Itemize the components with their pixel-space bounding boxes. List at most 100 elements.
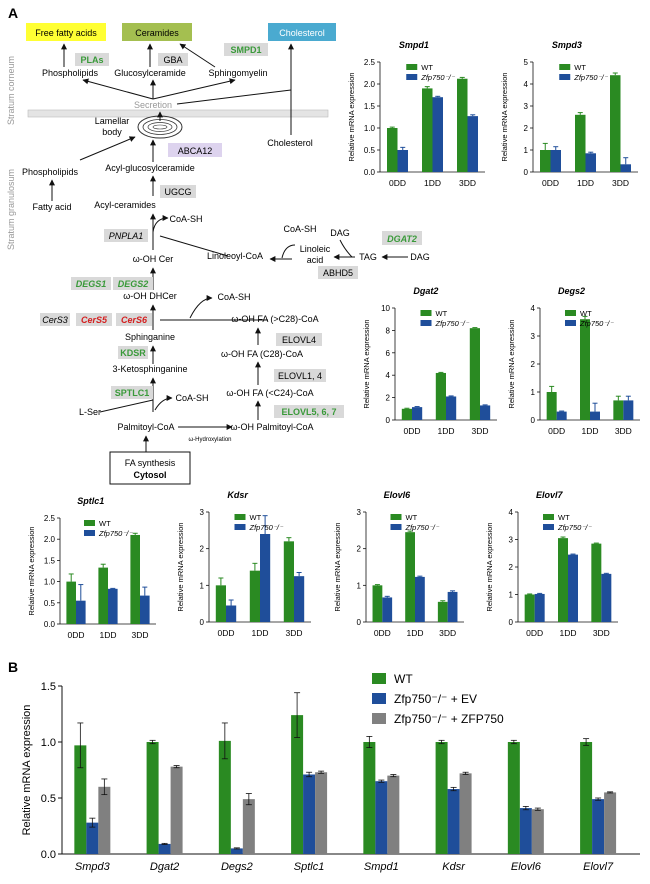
elovl567-box xyxy=(274,405,344,418)
y-tick-label: 0 xyxy=(200,618,205,627)
y-tick-label: 10 xyxy=(381,304,390,313)
x-tick-label: 1DD xyxy=(99,630,116,640)
bar xyxy=(401,408,412,420)
elovl14-box xyxy=(274,369,326,382)
smpd1-label: SMPD1 xyxy=(230,45,261,55)
bar xyxy=(613,400,624,420)
stratum-granulosum-label: Stratum granulosum xyxy=(6,169,16,250)
pnpla1-label: PNPLA1 xyxy=(109,231,144,241)
cers6-label: CerS6 xyxy=(121,315,148,325)
bar xyxy=(363,742,376,854)
y-tick-label: 0 xyxy=(531,416,536,425)
x-tick-label: 3DD xyxy=(471,426,488,436)
x-tick-label: Smpd3 xyxy=(75,861,111,873)
legend-label: WT xyxy=(436,309,448,318)
bar xyxy=(170,766,183,854)
sphinganine-label: Sphinganine xyxy=(125,332,175,342)
ketosphinganine-label: 3-Ketosphinganine xyxy=(112,364,187,374)
bar xyxy=(387,128,398,172)
x-tick-label: 3DD xyxy=(285,628,302,638)
legend-swatch xyxy=(565,310,576,316)
elovl4-label: ELOVL4 xyxy=(282,335,316,345)
legend-label: Zfp750⁻/⁻ xyxy=(579,319,614,328)
cholesterol-box xyxy=(268,23,336,41)
sptlc1-box xyxy=(111,386,153,399)
kdsr-label: KDSR xyxy=(120,348,146,358)
bar xyxy=(66,581,76,624)
bar xyxy=(140,595,150,624)
body-label: body xyxy=(102,127,122,137)
x-tick-label: 0DD xyxy=(374,628,391,638)
bar xyxy=(531,809,544,854)
legend-label: Zfp750⁻/⁻ xyxy=(98,529,133,538)
dag-2-label: DAG xyxy=(410,252,430,262)
x-tick-label: 3DD xyxy=(459,178,476,188)
coash-4-label: CoA-SH xyxy=(175,393,208,403)
abhd5-label: ABHD5 xyxy=(323,268,353,278)
elovl14-label: ELOVL1, 4 xyxy=(278,371,322,381)
chart-title: Elovl6 xyxy=(384,490,412,500)
legend-label: WT xyxy=(574,63,586,72)
bar xyxy=(218,740,231,854)
bar xyxy=(415,576,425,622)
bar xyxy=(524,594,535,622)
bar xyxy=(575,114,586,172)
chart-panel-b: Relative mRNA expression 0.0 0.5 1.0 1.5 Smpd… xyxy=(21,672,640,873)
bar xyxy=(591,543,602,622)
bar xyxy=(303,774,316,854)
x-tick-label: 0DD xyxy=(526,628,543,638)
fa-c28-label: ω-OH FA (C28)-CoA xyxy=(221,349,303,359)
bar xyxy=(592,799,605,854)
bar xyxy=(432,97,443,172)
y-tick-label: 0 xyxy=(357,618,362,627)
bar xyxy=(610,75,621,172)
smpd1-box xyxy=(224,43,268,56)
bar xyxy=(604,792,617,854)
y-tick-label: 2 xyxy=(200,545,205,554)
cers5-box xyxy=(76,313,112,326)
bar xyxy=(98,786,111,854)
y-tick-label: 8 xyxy=(386,326,391,335)
linoleoyl-coa-label: Linoleoyl-CoA xyxy=(207,251,263,261)
bar xyxy=(580,319,590,420)
y-tick-label: 0 xyxy=(524,168,529,177)
cholesterol-side-label: Cholesterol xyxy=(267,138,313,148)
ugcg-box xyxy=(160,185,196,198)
x-tick-label: 3DD xyxy=(612,178,629,188)
x-tick-label: 1DD xyxy=(577,178,594,188)
chart-smpd3: Smpd3 Relative mRNA expression 0 1 2 3 4 5 0DD 1D… xyxy=(500,40,638,188)
sptlc1-label: SPTLC1 xyxy=(115,388,150,398)
x-tick-label: 0DD xyxy=(217,628,234,638)
bar xyxy=(623,400,634,420)
cholesterol-top-label: Cholesterol xyxy=(279,28,325,38)
x-tick-label: 1DD xyxy=(251,628,268,638)
x-tick-label: Kdsr xyxy=(442,861,466,873)
y-tick-label: 0.0 xyxy=(41,849,56,861)
legend-swatch xyxy=(372,693,386,704)
y-tick-label: 1 xyxy=(357,581,362,590)
bar xyxy=(620,164,631,172)
cers6-box xyxy=(116,313,152,326)
stratum-corneum-label: Stratum corneum xyxy=(6,56,16,125)
y-axis-label: Relative mRNA expression xyxy=(485,522,494,611)
y-axis-label: Relative mRNA expression xyxy=(21,705,33,836)
y-tick-label: 2.0 xyxy=(44,535,56,544)
bar xyxy=(580,742,593,854)
y-tick-label: 3 xyxy=(509,536,514,545)
bar xyxy=(556,411,567,420)
bar xyxy=(568,554,578,622)
coash-3-label: CoA-SH xyxy=(217,292,250,302)
chart-title: Degs2 xyxy=(558,286,585,296)
legend-label: WT xyxy=(394,672,413,686)
x-tick-label: 1DD xyxy=(437,426,454,436)
y-axis-label: Relative mRNA expression xyxy=(27,526,36,615)
cers5-label: CerS5 xyxy=(81,315,108,325)
legend-label: WT xyxy=(99,519,111,528)
y-tick-label: 1.0 xyxy=(44,578,56,587)
bar xyxy=(558,538,568,622)
bar xyxy=(435,372,446,420)
bar xyxy=(435,742,448,854)
bar xyxy=(226,605,237,622)
bar xyxy=(291,715,304,854)
